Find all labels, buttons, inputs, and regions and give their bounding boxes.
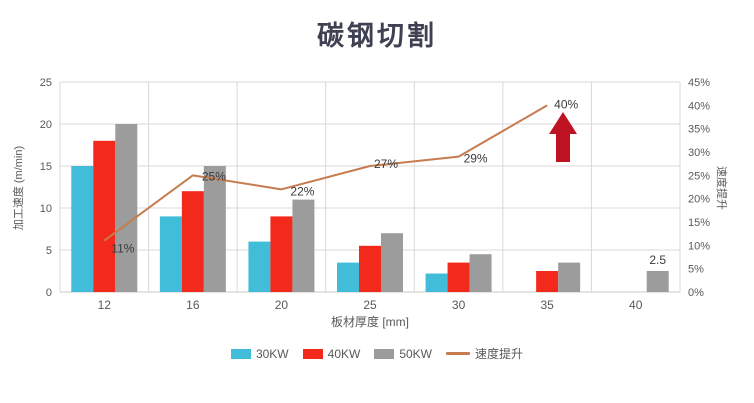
- bar-50kw-30: [469, 254, 492, 292]
- line-point-label: 40%: [554, 97, 578, 111]
- x-axis-tick: 35: [540, 298, 554, 312]
- legend-color-swatch: [374, 348, 395, 359]
- x-axis-title: 板材厚度 [mm]: [331, 315, 409, 329]
- legend-label: 50KW: [399, 346, 433, 361]
- left-axis-title: 加工速度 (m/min): [13, 145, 25, 231]
- legend-line-swatch: [446, 352, 471, 355]
- legend-label: 速度提升: [475, 347, 524, 361]
- bar-50kw-35: [558, 262, 581, 292]
- left-axis-tick: 20: [40, 119, 52, 131]
- right-axis-title: 速度提升: [715, 166, 727, 210]
- x-axis-tick: 30: [452, 298, 466, 312]
- right-axis-tick: 45%: [688, 77, 710, 89]
- bar-40kw-16: [181, 191, 204, 292]
- legend-color-swatch: [230, 348, 251, 359]
- right-axis-tick: 25%: [688, 170, 710, 182]
- up-arrow-icon: [549, 112, 577, 162]
- bar-50kw-12: [115, 124, 138, 292]
- left-axis-tick: 10: [40, 203, 52, 215]
- bar-40kw-25: [359, 245, 381, 292]
- left-axis-tick: 25: [40, 77, 52, 89]
- bar-30kw-25: [337, 262, 359, 292]
- right-axis-tick: 10%: [688, 240, 710, 252]
- chart-title: 碳钢切割: [317, 21, 437, 51]
- legend-item-30kw: 30KW: [230, 346, 289, 361]
- speed-line: [103, 104, 548, 242]
- left-axis-tick: 0: [46, 287, 52, 299]
- bar-50kw-40: [646, 271, 669, 292]
- right-axis-tick: 20%: [688, 194, 710, 206]
- line-point-label: 25%: [202, 169, 226, 183]
- bar-30kw-16: [159, 216, 182, 292]
- line-point-label: 22%: [290, 184, 314, 198]
- bar-30kw-12: [71, 166, 94, 292]
- line-point-label: 11%: [111, 242, 134, 256]
- x-axis-tick: 25: [363, 298, 377, 312]
- right-axis-tick: 40%: [688, 100, 710, 112]
- line-point-label: 27%: [374, 157, 398, 171]
- legend-color-swatch: [302, 348, 323, 359]
- bar-30kw-20: [248, 241, 271, 292]
- bar-30kw-30: [425, 273, 448, 292]
- legend-item-50kw: 50KW: [374, 347, 432, 361]
- bar-40kw-30: [447, 262, 470, 292]
- right-axis-tick: 30%: [688, 147, 710, 159]
- bar-40kw-20: [270, 216, 293, 292]
- right-axis-tick: 35%: [688, 124, 710, 136]
- left-axis-tick: 15: [40, 161, 52, 173]
- line-point-label: 29%: [464, 152, 488, 166]
- bar-value-label: 2.5: [649, 253, 666, 267]
- legend-label: 40KW: [327, 346, 361, 361]
- right-axis-tick: 0%: [688, 287, 704, 299]
- legend-item-40kw: 40KW: [302, 346, 361, 361]
- x-axis-tick: 12: [98, 298, 112, 312]
- x-axis-tick: 40: [629, 298, 643, 312]
- bar-50kw-25: [381, 233, 403, 292]
- right-axis-tick: 5%: [688, 264, 704, 276]
- bar-50kw-20: [292, 199, 315, 292]
- x-axis-tick: 20: [275, 298, 289, 312]
- legend-item-速度提升: 速度提升: [446, 345, 523, 362]
- x-axis-tick: 16: [186, 298, 200, 312]
- legend: 30KW 40KW 50KW 速度提升: [0, 345, 754, 362]
- bar-50kw-16: [203, 166, 226, 292]
- bar-40kw-35: [536, 271, 559, 292]
- right-axis-tick: 15%: [688, 217, 710, 229]
- legend-label: 30KW: [255, 346, 289, 361]
- left-axis-tick: 5: [46, 245, 52, 257]
- bar-40kw-12: [93, 140, 116, 292]
